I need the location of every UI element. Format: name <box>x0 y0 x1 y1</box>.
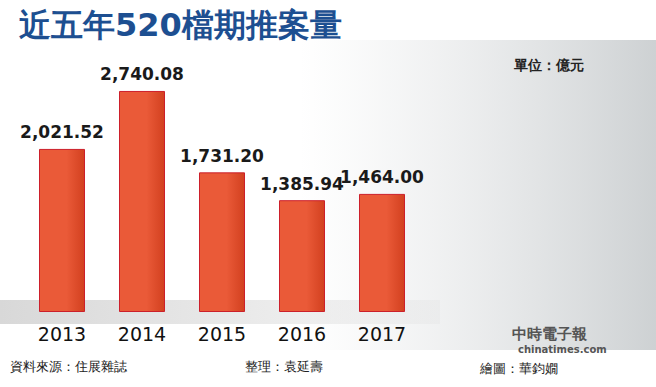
svg-text:2017: 2017 <box>358 323 406 345</box>
svg-text:1,385.94: 1,385.94 <box>260 174 344 194</box>
svg-text:1,464.00: 1,464.00 <box>340 167 424 187</box>
svg-text:近五年520檔期推案量: 近五年520檔期推案量 <box>19 6 342 44</box>
svg-text:資料來源：住展雜誌: 資料來源：住展雜誌 <box>10 359 127 374</box>
svg-text:2,740.08: 2,740.08 <box>100 64 184 84</box>
svg-text:中時電子報: 中時電子報 <box>512 325 588 343</box>
svg-text:2014: 2014 <box>118 323 166 345</box>
svg-text:2016: 2016 <box>278 323 326 345</box>
svg-text:單位：億元: 單位：億元 <box>513 57 584 73</box>
svg-text:繪圖：華鈞嫺: 繪圖：華鈞嫺 <box>479 361 558 376</box>
svg-text:chinatimes.com: chinatimes.com <box>518 344 607 355</box>
svg-text:1,731.20: 1,731.20 <box>180 146 264 166</box>
svg-text:2,021.52: 2,021.52 <box>20 122 104 142</box>
svg-text:2013: 2013 <box>38 323 86 345</box>
svg-text:2015: 2015 <box>198 323 246 345</box>
svg-text:整理：袁延壽: 整理：袁延壽 <box>245 359 323 374</box>
